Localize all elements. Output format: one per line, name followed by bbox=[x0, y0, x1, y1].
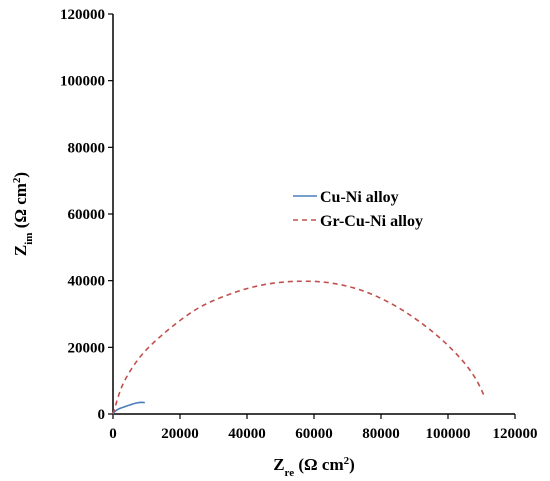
x-tick-label: 120000 bbox=[493, 426, 538, 442]
axis-titles: Zre (Ω cm2) Zim (Ω cm2) bbox=[11, 172, 355, 479]
y-tick-label: 100000 bbox=[60, 74, 105, 90]
series-lines bbox=[112, 280, 486, 415]
y-tick-label: 20000 bbox=[68, 340, 106, 356]
x-tick-label: 60000 bbox=[295, 426, 333, 442]
y-tick-label: 60000 bbox=[68, 207, 106, 223]
y-tick-label: 40000 bbox=[68, 274, 106, 290]
legend-label: Gr-Cu-Ni alloy bbox=[320, 213, 423, 230]
x-tick-label: 100000 bbox=[426, 426, 471, 442]
x-axis-title: Zre (Ω cm2) bbox=[273, 455, 355, 479]
x-tick-label: 80000 bbox=[362, 426, 400, 442]
y-tick-label: 80000 bbox=[68, 140, 106, 156]
axes: 0 20000 40000 60000 80000 100000 120000 0 20000 4… bbox=[60, 7, 538, 442]
y-axis-title: Zim (Ω cm2) bbox=[11, 172, 35, 256]
y-tick-label: 0 bbox=[98, 407, 106, 423]
series-line-cu-ni-alloy bbox=[112, 401, 145, 415]
series-line-gr-cu-ni-alloy bbox=[112, 280, 486, 415]
x-tick-label: 0 bbox=[109, 426, 117, 442]
x-tick-label: 40000 bbox=[228, 426, 266, 442]
legend: Cu-Ni alloy Gr-Cu-Ni alloy bbox=[293, 189, 423, 230]
y-tick-label: 120000 bbox=[60, 7, 105, 23]
legend-label: Cu-Ni alloy bbox=[320, 189, 399, 206]
x-tick-label: 20000 bbox=[161, 426, 199, 442]
